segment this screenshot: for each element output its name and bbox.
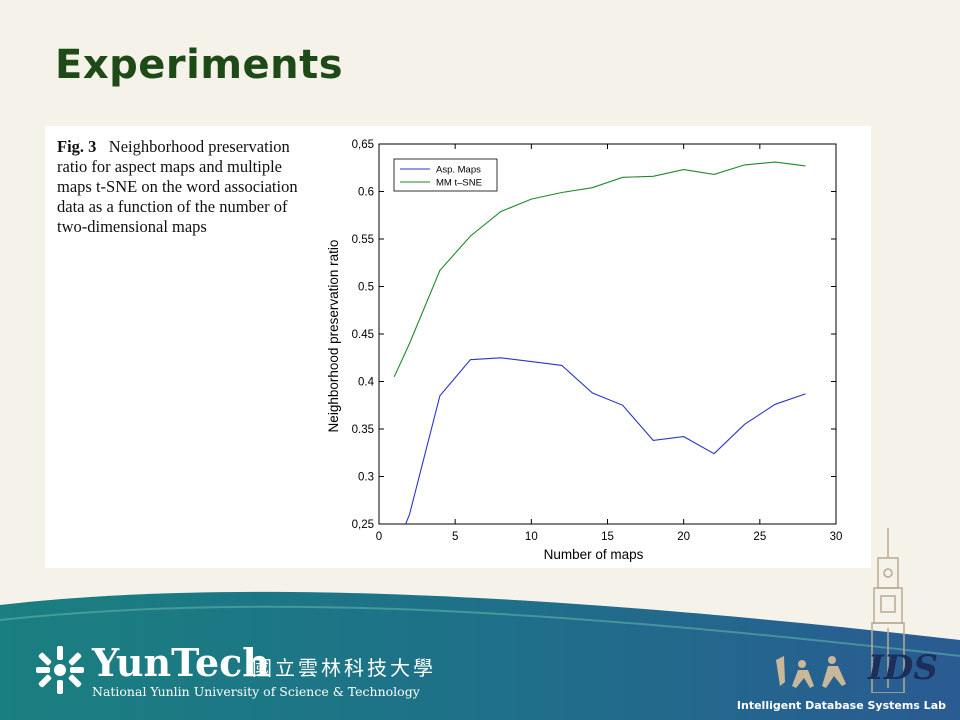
y-tick-label: 0.45 [352,329,374,341]
yuntech-subtitle: National Yunlin University of Science & … [92,684,420,699]
yuntech-chinese-name: 國立雲林科技大學 [252,656,436,680]
x-tick-label: 10 [525,531,538,543]
y-tick-label: 0.5 [358,282,374,294]
x-axis-label: Number of maps [544,547,644,562]
x-tick-label: 25 [753,531,766,543]
caption-label: Fig. 3 [57,137,97,156]
legend-label: MM t–SNE [436,178,482,189]
series-line-mm-tsne [393,161,806,378]
yuntech-emblem-icon [36,646,84,694]
series-line-asp-maps [405,357,806,524]
figures-icon [776,656,846,688]
y-tick-label: 0,25 [352,519,374,531]
figure-panel [45,126,871,568]
y-axis-label: Neighborhood preservation ratio [326,240,341,433]
tower-icon [871,528,905,693]
figure-caption: Fig. 3 Neighborhood preservation ratio f… [57,137,317,237]
legend-box [393,158,498,192]
y-tick-label: 0.55 [352,234,374,246]
legend-label: Asp. Maps [436,165,481,176]
slide-title: Experiments [55,42,344,88]
x-tick-label: 20 [677,531,690,543]
y-tick-label: 0,65 [352,139,374,151]
plot-frame [378,143,837,525]
lab-name: Intelligent Database Systems Lab [736,699,946,712]
y-tick-label: 0.4 [358,377,375,389]
x-tick-label: 15 [601,531,614,543]
y-tick-label: 0.35 [352,424,374,436]
yuntech-logo-text: YunTech [92,640,270,685]
x-tick-label: 30 [830,531,843,543]
x-tick-label: 0 [376,531,382,543]
footer-band [0,591,960,720]
caption-text: Neighborhood preservation ratio for aspe… [57,137,298,236]
ids-logo-text: IDS [868,648,938,688]
x-tick-label: 5 [452,531,458,543]
y-tick-label: 0.3 [358,472,374,484]
y-tick-label: 0.6 [358,187,374,199]
